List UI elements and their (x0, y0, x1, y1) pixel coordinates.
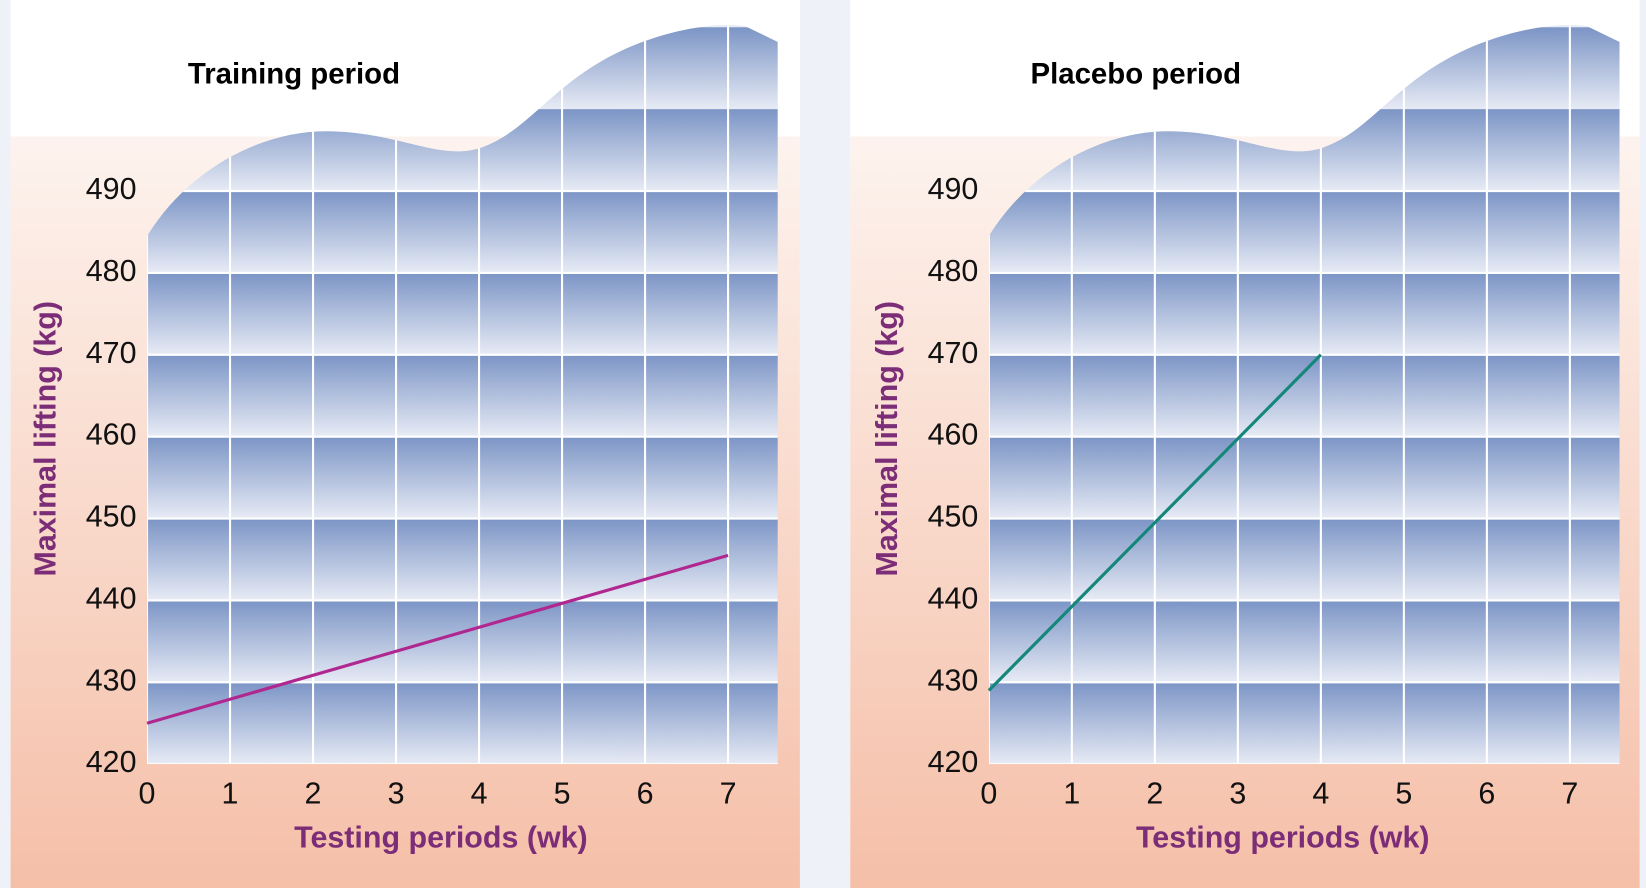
x-tick-label: 1 (1063, 777, 1080, 811)
y-tick-label: 460 (928, 418, 979, 452)
y-tick-label: 420 (86, 745, 137, 779)
y-tick-label: 470 (928, 336, 979, 370)
x-tick-label: 0 (139, 777, 156, 811)
y-tick-label: 480 (928, 254, 979, 288)
x-tick-label: 0 (980, 777, 997, 811)
x-tick-label: 7 (720, 777, 737, 811)
x-tick-label: 4 (471, 777, 488, 811)
x-tick-label: 5 (554, 777, 571, 811)
x-axis-label: Testing periods (wk) (1136, 821, 1430, 855)
y-tick-label: 480 (86, 254, 137, 288)
x-tick-label: 6 (637, 777, 654, 811)
x-tick-label: 2 (305, 777, 322, 811)
y-tick-label: 430 (928, 663, 979, 697)
x-tick-label: 7 (1561, 777, 1578, 811)
page: 42043044045046047048049001234567Training… (0, 0, 1646, 888)
y-tick-label: 450 (86, 500, 137, 534)
y-tick-label: 430 (86, 663, 137, 697)
y-tick-label: 450 (928, 500, 979, 534)
x-axis-label: Testing periods (wk) (294, 821, 588, 855)
y-axis-label: Maximal lifting (kg) (870, 301, 904, 577)
x-tick-label: 6 (1478, 777, 1495, 811)
chart-title: Placebo period (1031, 57, 1242, 90)
figure: 42043044045046047048049001234567Training… (0, 0, 1646, 888)
y-tick-label: 420 (928, 745, 979, 779)
x-tick-label: 5 (1395, 777, 1412, 811)
y-axis-label: Maximal lifting (kg) (28, 301, 62, 577)
x-tick-label: 3 (1229, 777, 1246, 811)
y-tick-label: 440 (86, 581, 137, 615)
y-tick-label: 460 (86, 418, 137, 452)
x-tick-label: 1 (222, 777, 239, 811)
y-tick-label: 490 (928, 172, 979, 206)
y-tick-label: 490 (86, 172, 137, 206)
chart-title: Training period (188, 57, 400, 90)
x-tick-label: 4 (1312, 777, 1329, 811)
x-tick-label: 3 (388, 777, 405, 811)
y-tick-label: 470 (86, 336, 137, 370)
x-tick-label: 2 (1146, 777, 1163, 811)
y-tick-label: 440 (928, 581, 979, 615)
